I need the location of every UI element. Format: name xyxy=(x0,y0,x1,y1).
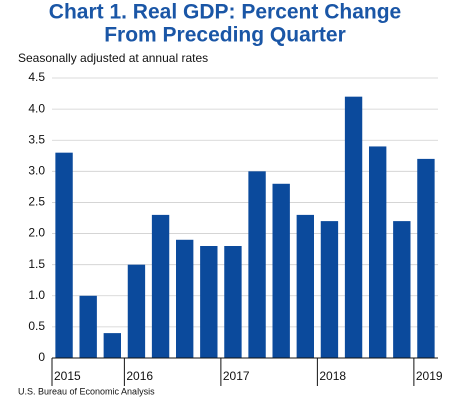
source: U.S. Bureau of Economic Analysis xyxy=(18,386,155,396)
y-tick-label: 0.5 xyxy=(28,319,45,333)
bar xyxy=(224,246,242,358)
x-tick-label: 2017 xyxy=(223,369,250,383)
bar xyxy=(127,264,146,358)
x-tick-label: 2015 xyxy=(54,369,81,383)
bar xyxy=(417,158,435,358)
y-tick-label: 3.5 xyxy=(28,132,45,146)
subtitle: Seasonally adjusted at annual rates xyxy=(18,51,208,65)
bar xyxy=(344,96,363,359)
bar xyxy=(369,146,387,358)
y-tick-label: 4.0 xyxy=(28,101,45,115)
y-tick-label: 1.5 xyxy=(28,257,45,271)
x-tick-label: 2018 xyxy=(319,369,346,383)
bar xyxy=(79,295,97,358)
y-tick-label: 0 xyxy=(38,350,45,364)
bar xyxy=(200,246,218,358)
bar xyxy=(248,171,266,358)
bar xyxy=(176,239,194,358)
bar xyxy=(151,214,170,358)
y-tick-label: 2.5 xyxy=(28,195,45,209)
x-tick-label: 2016 xyxy=(126,369,153,383)
y-tick-label: 1.0 xyxy=(28,288,45,302)
y-tick-label: 4.5 xyxy=(28,70,45,84)
bar xyxy=(103,333,121,358)
chart-title: Chart 1. Real GDP: Percent Change xyxy=(49,1,401,24)
bar xyxy=(393,221,411,358)
bar xyxy=(55,152,73,358)
chart-title: From Preceding Quarter xyxy=(104,24,346,47)
bar xyxy=(272,183,290,358)
bar xyxy=(320,221,339,358)
y-tick-label: 3.0 xyxy=(28,164,45,178)
y-tick-label: 2.0 xyxy=(28,226,45,240)
x-tick-label: 2019 xyxy=(416,369,443,383)
bar xyxy=(296,214,314,358)
